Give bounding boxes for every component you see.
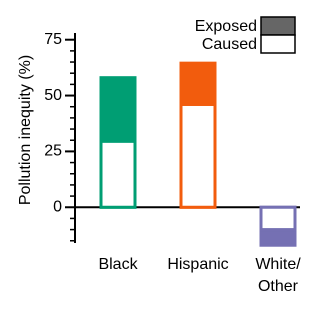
y-tick-label: 0 [53, 198, 62, 215]
legend-swatch [260, 16, 296, 36]
y-tick-label: 25 [44, 143, 62, 160]
legend-swatch [260, 34, 296, 54]
x-tick-label: Black [98, 256, 138, 273]
caused-bar [179, 102, 217, 209]
y-tick-label: 75 [44, 31, 62, 48]
x-tick-label: Hispanic [167, 256, 228, 273]
y-axis-label: Pollution inequity (%) [17, 55, 34, 205]
caused-bar [259, 205, 297, 232]
legend-label: Caused [202, 36, 257, 53]
caused-bar [99, 139, 137, 209]
x-tick-label: White/Other [255, 256, 301, 295]
legend-label: Exposed [195, 18, 257, 35]
y-tick-label: 50 [44, 87, 62, 104]
